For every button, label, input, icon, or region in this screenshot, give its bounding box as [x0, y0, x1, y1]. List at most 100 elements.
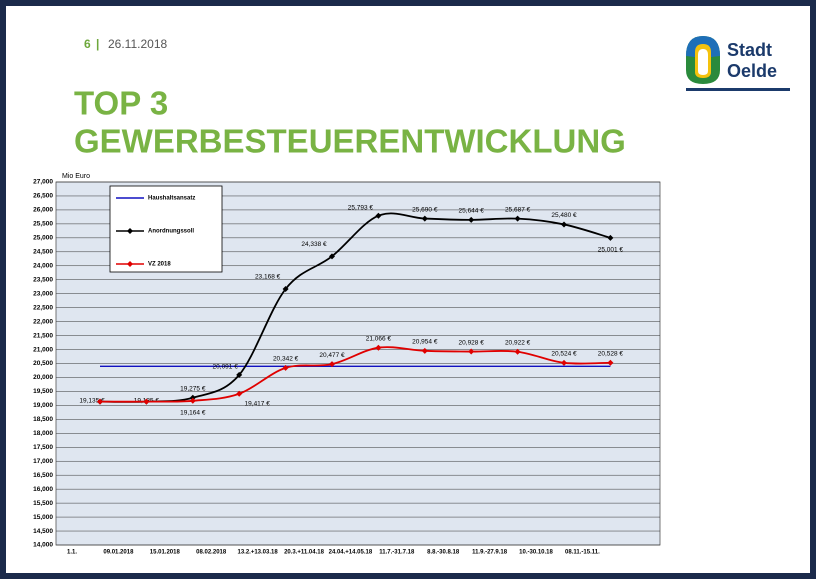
data-point	[97, 398, 103, 405]
data-label: 25,480 €	[551, 212, 577, 219]
data-point	[189, 397, 196, 404]
x-tick-label: 13.2.+13.03.18	[237, 550, 278, 556]
y-tick-label: 24,500	[33, 249, 53, 256]
data-label: 19,135 €	[79, 397, 105, 404]
data-point	[514, 348, 521, 355]
data-point	[561, 359, 567, 366]
data-point	[189, 394, 196, 401]
page-number: 6	[84, 37, 91, 51]
y-tick-label: 16,500	[33, 472, 53, 479]
data-label: 23,168 €	[255, 274, 281, 281]
data-point	[421, 347, 428, 354]
data-point	[329, 361, 335, 368]
y-tick-label: 24,000	[33, 262, 53, 269]
y-tick-label: 23,500	[33, 276, 53, 283]
data-label: 20,928 €	[459, 339, 485, 346]
x-tick-label: 08.02.2018	[196, 550, 227, 556]
legend-label: VZ 2018	[148, 262, 171, 268]
data-point	[236, 371, 243, 378]
x-tick-label: 11.7.-31.7.18	[379, 550, 415, 556]
y-tick-label: 20,000	[33, 374, 53, 381]
data-label: 19,275 €	[180, 385, 206, 392]
data-point	[468, 216, 475, 223]
data-label: 25,687 €	[505, 206, 531, 213]
y-tick-label: 16,000	[33, 486, 53, 493]
y-tick-label: 20,500	[33, 360, 53, 367]
x-tick-label: 15.01.2018	[150, 550, 181, 556]
data-point	[607, 359, 614, 366]
data-point	[468, 348, 475, 355]
title-line: GEWERBESTEUERENTWICKLUNG	[74, 123, 626, 160]
data-point	[375, 344, 382, 351]
y-axis-title: Mio Euro	[62, 173, 90, 180]
data-label: 19,417 €	[245, 400, 271, 407]
logo: Stadt Oelde	[686, 36, 790, 91]
x-tick-label: 08.11.-15.11.	[565, 550, 600, 556]
data-label: 20,477 €	[319, 352, 345, 359]
data-label: 25,690 €	[412, 206, 438, 213]
y-tick-label: 15,000	[33, 514, 53, 521]
x-tick-label: 09.01.2018	[103, 550, 134, 556]
y-tick-label: 27,000	[33, 179, 53, 186]
x-tick-label: 10.-30.10.18	[519, 550, 553, 556]
data-label: 20,922 €	[505, 339, 531, 346]
y-tick-label: 26,500	[33, 193, 53, 200]
data-label: 20,954 €	[412, 339, 438, 346]
data-point	[329, 253, 335, 260]
y-tick-label: 26,000	[33, 207, 53, 214]
y-tick-label: 17,000	[33, 458, 53, 465]
data-label: 20,342 €	[273, 356, 299, 363]
data-label: 21,066 €	[366, 335, 392, 342]
data-point	[421, 215, 428, 222]
y-tick-label: 23,000	[33, 290, 53, 297]
data-label: 19,164 €	[180, 410, 206, 417]
y-tick-label: 22,500	[33, 304, 53, 311]
y-tick-label: 19,500	[33, 388, 53, 395]
title-line: TOP 3	[74, 85, 168, 122]
x-tick-label: 8.8.-30.8.18	[427, 550, 460, 556]
y-tick-label: 21,500	[33, 332, 53, 339]
y-tick-label: 25,500	[33, 221, 53, 228]
data-label: 25,001 €	[598, 247, 624, 254]
legend-label: Haushaltsansatz	[148, 196, 195, 202]
data-point	[282, 286, 289, 293]
y-tick-label: 15,500	[33, 500, 53, 507]
logo-shape	[698, 49, 708, 75]
x-tick-label: 11.9.-27.9.18	[472, 550, 508, 556]
date: 26.11.2018	[108, 37, 167, 51]
y-tick-label: 14,000	[33, 542, 53, 549]
data-point	[282, 364, 289, 371]
series-line	[99, 346, 611, 403]
chart: 14,000 14,500 15,000 15,500 16,000 16,500 17,0…	[33, 179, 661, 556]
x-tick-label: 24.04.+14.05.18	[329, 550, 373, 556]
data-point	[561, 221, 567, 228]
data-point	[375, 212, 382, 219]
y-tick-label: 21,000	[33, 346, 53, 353]
data-label: 25,644 €	[459, 208, 485, 215]
data-label: 20,091 €	[213, 364, 239, 371]
logo-text: Stadt	[727, 40, 772, 60]
y-tick-label: 22,000	[33, 318, 53, 325]
data-point	[143, 398, 150, 405]
data-point	[607, 234, 614, 241]
y-tick-label: 25,000	[33, 235, 53, 242]
y-tick-label: 14,500	[33, 528, 53, 535]
data-label: 25,793 €	[348, 204, 374, 211]
y-tick-label: 17,500	[33, 444, 53, 451]
data-point	[514, 215, 521, 222]
legend-marker	[127, 261, 133, 267]
y-tick-label: 18,500	[33, 416, 53, 423]
x-tick-label: 1.1.	[67, 550, 77, 556]
y-tick-label: 18,000	[33, 430, 53, 437]
data-label: 20,524 €	[551, 351, 577, 358]
legend-box	[109, 185, 223, 273]
legend-label: Anordnungssoll	[148, 229, 194, 235]
data-point	[236, 390, 243, 397]
x-tick-label: 20.3.+11.04.18	[284, 550, 325, 556]
logo-bar	[686, 88, 790, 91]
logo-text: Oelde	[727, 61, 777, 81]
y-tick-label: 19,000	[33, 402, 53, 409]
data-label: 24,338 €	[301, 241, 327, 248]
legend-marker	[127, 228, 133, 234]
separator: |	[96, 37, 99, 51]
